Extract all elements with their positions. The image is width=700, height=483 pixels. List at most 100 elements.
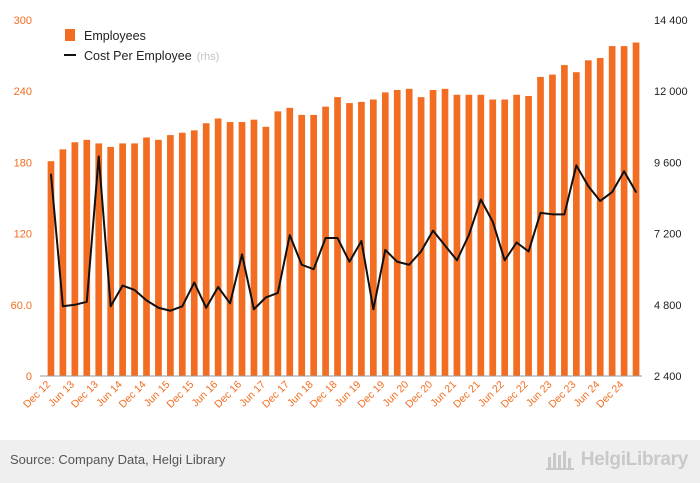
x-tick-label: Dec 12	[21, 379, 53, 411]
y-right-tick-label: 12 000	[654, 86, 688, 98]
cost-per-employee-point	[181, 305, 184, 308]
cost-per-employee-point	[456, 259, 458, 262]
cost-per-employee-point	[253, 308, 255, 311]
employees-bar	[429, 90, 437, 376]
cost-per-employee-point	[169, 309, 172, 312]
employees-bar	[549, 74, 556, 376]
employees-bar	[143, 137, 150, 376]
cost-per-employee-point	[575, 164, 578, 167]
employees-bar	[525, 95, 532, 376]
employees-bar	[95, 143, 103, 376]
cost-per-employee-point	[623, 170, 625, 173]
cost-per-employee-point	[635, 191, 637, 193]
employees-bar	[334, 97, 341, 376]
employees-bar	[572, 72, 580, 377]
cost-per-employee-point	[468, 234, 470, 236]
employees-bar	[47, 161, 55, 376]
cost-per-employee-point	[193, 281, 196, 284]
cost-per-employee-point	[539, 212, 542, 214]
brand-logo[interactable]: HelgiLibrary	[545, 449, 688, 471]
footer: Source: Company Data, Helgi Library Helg…	[0, 440, 700, 483]
employees-bar	[83, 139, 91, 376]
employees-bar	[620, 46, 628, 377]
legend-swatch-employees	[65, 29, 75, 41]
x-tick-label: Dec 19	[355, 379, 387, 411]
employees-bar	[405, 88, 413, 376]
employees-bar	[453, 94, 461, 376]
cost-per-employee-point	[420, 250, 422, 253]
employees-bar	[167, 135, 174, 376]
employees-bar	[370, 99, 377, 376]
employees-bar	[584, 60, 592, 376]
legend-label-cost-per-employee: Cost Per Employee (rhs)	[84, 49, 219, 63]
employees-bar	[226, 122, 234, 376]
cost-per-employee-point	[444, 244, 446, 247]
cost-per-employee-point	[611, 191, 613, 193]
employees-bar	[441, 88, 449, 376]
x-tick-label: Dec 14	[117, 379, 149, 411]
cost-per-employee-point	[205, 306, 207, 309]
employees-bar	[274, 111, 282, 377]
employees-bar	[381, 92, 389, 376]
employees-bars	[47, 42, 640, 377]
employees-bar	[346, 103, 353, 376]
cost-per-employee-point	[527, 250, 530, 253]
cost-per-employee-point	[324, 237, 327, 239]
cost-per-employee-point	[145, 299, 148, 302]
cost-per-employee-point	[217, 286, 219, 288]
employees-bar	[262, 126, 270, 376]
cost-per-employee-point	[599, 200, 602, 202]
x-tick-label: Dec 23	[546, 379, 578, 411]
employees-bar	[561, 65, 568, 376]
employees-bar	[298, 114, 306, 377]
cost-per-employee-point	[157, 306, 160, 309]
x-tick-label: Dec 13	[69, 379, 101, 411]
cost-per-employee-point	[85, 301, 88, 303]
employees-bar	[608, 46, 616, 377]
cost-per-employee-line-layer	[49, 155, 637, 312]
chart-svg: 0 60.0 120 180 240 300 2 400 4 800 7 200 9 600 12…	[11, 15, 688, 411]
y-left-tick-label: 240	[14, 86, 32, 98]
employees-bar	[155, 139, 162, 376]
cost-per-employee-point	[491, 220, 494, 223]
legend-rhs-note: (rhs)	[197, 51, 220, 63]
y-left-tick-label: 120	[14, 229, 32, 241]
employees-bar	[107, 146, 115, 376]
cost-per-employee-point	[229, 302, 231, 305]
x-tick-label: Dec 18	[308, 379, 340, 411]
employees-bar	[238, 122, 246, 376]
y-right-tick-label: 7 200	[654, 229, 682, 241]
employees-bar	[310, 114, 317, 377]
x-tick-label: Dec 22	[499, 379, 531, 411]
legend-label-cost-text: Cost Per Employee	[84, 49, 192, 63]
cost-per-employee-point	[551, 213, 554, 216]
cost-per-employee-point	[97, 155, 100, 158]
y-right-tick-label: 14 400	[654, 15, 688, 27]
cost-per-employee-point	[312, 268, 315, 271]
cost-per-employee-point	[277, 292, 279, 294]
cost-per-employee-point	[241, 253, 243, 256]
employees-bar	[190, 130, 198, 376]
source-note: Source: Company Data, Helgi Library	[10, 452, 226, 467]
employees-bar	[214, 118, 222, 377]
employees-bar	[250, 119, 258, 377]
cost-per-employee-point	[348, 260, 351, 263]
helgi-library-logo-icon	[545, 451, 574, 470]
employees-bar	[417, 97, 425, 376]
cost-per-employee-line	[49, 155, 637, 312]
cost-per-employee-point	[265, 296, 267, 299]
legend-label-employees: Employees	[84, 29, 146, 43]
cost-per-employee-point	[432, 229, 434, 232]
cost-per-employee-point	[503, 259, 506, 262]
employees-bar	[537, 76, 544, 377]
y-left-tick-label: 60.0	[11, 300, 32, 312]
employees-bar	[358, 101, 365, 376]
x-tick-label: Dec 21	[451, 379, 483, 411]
y-right-tick-label: 9 600	[654, 157, 682, 169]
cost-per-employee-point	[121, 284, 124, 287]
employees-bar	[202, 123, 210, 377]
y-left-tick-label: 300	[14, 15, 32, 27]
y-left-tick-label: 180	[14, 157, 32, 169]
x-tick-label: Dec 24	[594, 379, 626, 411]
